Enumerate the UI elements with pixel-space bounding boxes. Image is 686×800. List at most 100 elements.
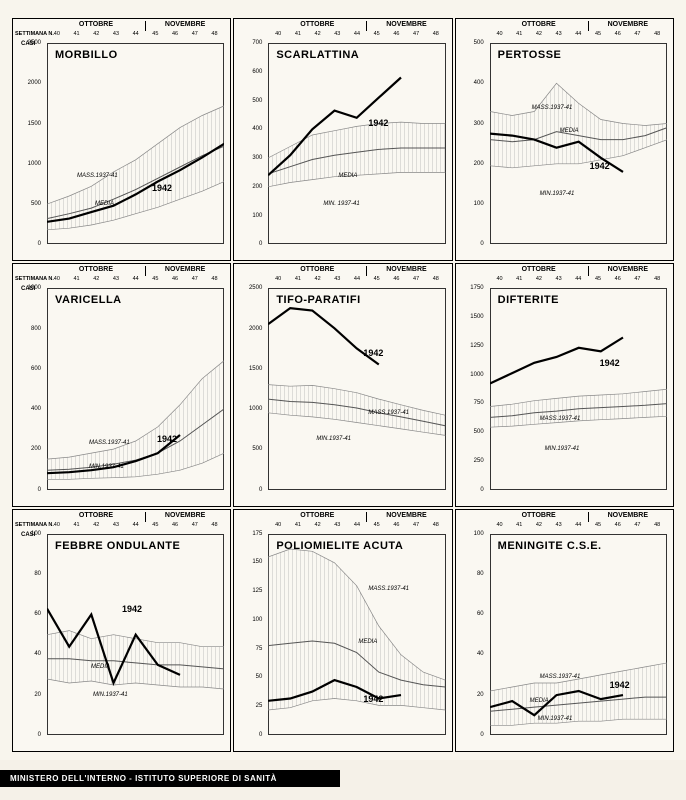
y-tick: 300 [252,155,262,161]
y-tick: 100 [474,531,484,537]
y-tick: 25 [256,703,263,709]
annotation-media: MEDIA [560,128,579,134]
month-oct: OTTOBRE [490,512,588,522]
annotation-mass: MASS.1937-41 [89,440,130,446]
month-oct: OTTOBRE [268,512,366,522]
chart-page: OTTOBRENOVEMBRE404142434445464748SETTIMA… [0,0,686,760]
y-tick: 125 [252,588,262,594]
annotation-min: MIN. 1937-41 [323,201,359,207]
annotation-mass: MASS.1937-41 [368,586,409,592]
chart-svg [268,288,445,489]
y-tick: 800 [31,326,41,332]
y-tick: 1000 [470,372,483,378]
y-tick: 0 [259,732,262,738]
annotation-1942: 1942 [152,183,172,193]
week-labels: 404142434445464748 [47,31,224,37]
y-tick: 500 [252,98,262,104]
y-tick: 200 [252,184,262,190]
footer-bar: MINISTERO DELL'INTERNO - ISTITUTO SUPERI… [0,770,340,787]
week-labels: 404142434445464748 [47,522,224,528]
annotation-media: MEDIA [530,698,549,704]
y-tick: 0 [480,732,483,738]
y-tick: 250 [474,458,484,464]
y-tick: 60 [34,611,41,617]
month-nov: NOVEMBRE [145,512,224,522]
y-tick: 100 [474,201,484,207]
annotation-media: MEDIA [358,639,377,645]
y-axis-ticks: 0 100 200 300 400 500 600 700 [234,43,266,244]
y-tick: 1750 [470,285,483,291]
y-tick: 0 [38,732,41,738]
y-tick: 0 [480,487,483,493]
annotation-min: MIN.1937-41 [316,436,351,442]
annotation-mass: MASS.1937-41 [368,410,409,416]
y-tick: 80 [34,571,41,577]
chart-panel-0: OTTOBRENOVEMBRE404142434445464748SETTIMA… [12,18,231,261]
month-labels: OTTOBRENOVEMBRE [47,21,224,31]
annotation-1942: 1942 [363,694,383,704]
y-tick: 0 [259,241,262,247]
settimana-label: SETTIMANA N. [15,31,54,37]
annotation-min: MIN.1937-41 [538,716,573,722]
y-tick: 400 [474,80,484,86]
y-tick: 750 [474,400,484,406]
y-tick: 700 [252,40,262,46]
month-labels: OTTOBRENOVEMBRE [490,21,667,31]
y-tick: 600 [252,69,262,75]
month-nov: NOVEMBRE [366,266,445,276]
week-labels: 404142434445464748 [490,522,667,528]
chart-panel-4: OTTOBRENOVEMBRE4041424344454647480500100… [233,263,452,506]
y-tick: 500 [474,40,484,46]
y-tick: 500 [474,429,484,435]
y-axis-ticks: 05001000150020002500 [234,288,266,489]
chart-panel-1: OTTOBRENOVEMBRE4041424344454647480100200… [233,18,452,261]
settimana-label: SETTIMANA N. [15,276,54,282]
month-oct: OTTOBRE [47,266,145,276]
annotation-min: MIN.1937-41 [89,464,124,470]
y-tick: 50 [256,674,263,680]
y-tick: 20 [34,692,41,698]
y-tick: 0 [38,487,41,493]
y-axis-ticks: 02004006008001000 [13,288,45,489]
annotation-1942: 1942 [610,680,630,690]
y-tick: 400 [252,126,262,132]
chart-svg [490,288,667,489]
y-tick: 1000 [28,285,41,291]
y-tick: 2000 [249,326,262,332]
y-axis-ticks: 020406080100 [456,534,488,735]
month-nov: NOVEMBRE [588,21,667,31]
month-labels: OTTOBRENOVEMBRE [268,21,445,31]
y-tick: 200 [31,446,41,452]
month-nov: NOVEMBRE [366,21,445,31]
chart-svg [47,288,224,489]
annotation-mass: MASS.1937-41 [540,674,581,680]
y-tick: 0 [38,241,41,247]
chart-svg [490,43,667,244]
y-tick: 300 [474,121,484,127]
chart-panel-8: OTTOBRENOVEMBRE4041424344454647480204060… [455,509,674,752]
chart-panel-5: OTTOBRENOVEMBRE4041424344454647480250500… [455,263,674,506]
annotation-media: MEDIA [338,173,357,179]
month-oct: OTTOBRE [490,21,588,31]
y-tick: 1000 [28,161,41,167]
y-tick: 40 [34,651,41,657]
annotation-mass: MASS.1937-41 [540,416,581,422]
month-labels: OTTOBRENOVEMBRE [47,266,224,276]
chart-panel-6: OTTOBRENOVEMBRE404142434445464748SETTIMA… [12,509,231,752]
y-tick: 1500 [28,121,41,127]
annotation-media: MEDIA [95,201,114,207]
y-tick: 100 [252,617,262,623]
y-tick: 0 [480,241,483,247]
y-tick: 75 [256,646,263,652]
y-tick: 150 [252,559,262,565]
y-tick: 100 [252,213,262,219]
week-labels: 404142434445464748 [268,522,445,528]
chart-panel-2: OTTOBRENOVEMBRE4041424344454647480100200… [455,18,674,261]
month-nov: NOVEMBRE [145,266,224,276]
chart-svg [47,534,224,735]
annotation-1942: 1942 [363,348,383,358]
y-tick: 1500 [470,314,483,320]
y-tick: 2500 [28,40,41,46]
month-oct: OTTOBRE [268,21,366,31]
y-tick: 20 [477,692,484,698]
